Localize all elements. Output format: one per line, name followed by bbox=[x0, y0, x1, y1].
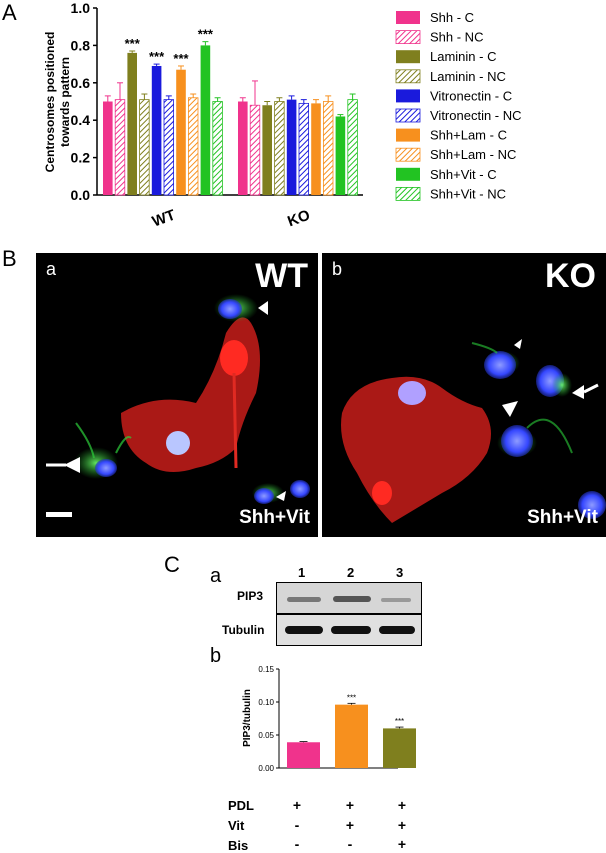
chart-a-legend-label: Shh - NC bbox=[430, 30, 483, 45]
chart-a-ylabel: Centrosomes positionedtowards pattern bbox=[43, 32, 72, 173]
micrograph-ko-treatment: Shh+Vit bbox=[527, 507, 598, 528]
chart-a-category-label: KO bbox=[285, 207, 312, 231]
bar-chart-centrosomes: 0.0 0.2 0.4 0.6 0.8 1.0 Centrosomes positioned… bbox=[43, 0, 522, 231]
chart-a-legend-label: Shh+Vit - NC bbox=[430, 186, 506, 201]
condition-pdl-lane1: + bbox=[292, 797, 302, 813]
chart-a-bar bbox=[335, 116, 346, 195]
chart-a-bar bbox=[238, 101, 248, 195]
chart-a-legend-swatch bbox=[396, 50, 420, 64]
chart-a-bar bbox=[286, 99, 297, 195]
chart-a-legend-swatch bbox=[395, 186, 421, 201]
chart-a-bar bbox=[151, 65, 162, 195]
chart-a-legend-label: Shh - C bbox=[430, 10, 474, 25]
chart-a-bar bbox=[176, 69, 186, 195]
micrograph-wt-genotype: WT bbox=[255, 257, 308, 295]
blot-pip3-strip bbox=[276, 582, 422, 614]
chart-a-significance-label: *** bbox=[173, 51, 189, 66]
panel-a-letter: A bbox=[2, 0, 17, 25]
chart-a-ylabel-line: Centrosomes positioned bbox=[43, 32, 57, 173]
condition-pdl-lane2: + bbox=[345, 797, 355, 813]
blot-lane-2: 2 bbox=[347, 565, 355, 580]
blot-tubulin-band-1 bbox=[285, 626, 323, 634]
micrograph-wt-image bbox=[46, 294, 310, 517]
panel-c-letter: C bbox=[164, 552, 180, 577]
condition-label-bis: Bis bbox=[228, 838, 249, 853]
chart-a-ytick-label: 0.8 bbox=[71, 37, 91, 53]
chart-c-bar bbox=[383, 728, 416, 768]
micrograph-wt-sublabel: a bbox=[46, 259, 57, 279]
condition-label-vit: Vit bbox=[228, 818, 245, 833]
blot-lane-3: 3 bbox=[396, 565, 404, 580]
chart-c-bar bbox=[335, 704, 368, 768]
chart-a-legend-label: Laminin - NC bbox=[430, 69, 506, 84]
chart-a-bar bbox=[200, 45, 211, 196]
micrograph-ko-sublabel: b bbox=[332, 259, 343, 279]
panel-b-letter: B bbox=[2, 246, 17, 271]
micrograph-ko-image bbox=[341, 339, 606, 523]
condition-pdl-lane3: + bbox=[397, 797, 407, 813]
micrograph-ko: b KO Shh+Vit bbox=[322, 253, 606, 537]
chart-a-bar bbox=[127, 52, 137, 195]
chart-c-ytick-label: 0.15 bbox=[258, 665, 274, 674]
condition-bis-lane2: - bbox=[347, 836, 353, 852]
blot-pip3-band-3 bbox=[381, 598, 411, 602]
blot-row-tubulin: Tubulin bbox=[222, 623, 265, 637]
chart-a-category-label: WT bbox=[150, 207, 178, 231]
blot-pip3-band-2 bbox=[333, 596, 371, 602]
blot-lane-1: 1 bbox=[298, 565, 306, 580]
chart-c-ytick-label: 0.00 bbox=[258, 764, 274, 773]
chart-a-legend-label: Vitronectin - NC bbox=[430, 108, 522, 123]
chart-a-legend-swatch bbox=[395, 30, 421, 45]
chart-a-legend-label: Laminin - C bbox=[430, 49, 496, 64]
blot-row-pip3: PIP3 bbox=[237, 589, 264, 603]
chart-a-legend-swatch bbox=[395, 147, 421, 162]
chart-a-bar bbox=[262, 105, 272, 195]
blot-tubulin-band-3 bbox=[379, 626, 415, 634]
chart-a-significance-label: *** bbox=[149, 49, 165, 64]
panel-c-sub-b: b bbox=[210, 645, 222, 667]
chart-c-ylabel: PIP3/tubulin bbox=[242, 689, 253, 747]
condition-bis-lane1: - bbox=[294, 836, 300, 852]
chart-a-significance-label: *** bbox=[198, 27, 214, 42]
chart-a-ytick-label: 0.6 bbox=[71, 75, 91, 91]
condition-vit-lane1: - bbox=[294, 817, 300, 833]
blot-tubulin-band-2 bbox=[331, 626, 371, 634]
chart-a-legend-swatch bbox=[396, 128, 420, 142]
chart-a-legend-swatch bbox=[396, 11, 420, 24]
condition-vit-lane3: + bbox=[397, 817, 407, 833]
chart-c-significance-label: *** bbox=[395, 717, 404, 726]
condition-vit-lane2: + bbox=[345, 817, 355, 833]
blot-tubulin-strip bbox=[276, 614, 422, 646]
chart-a-ytick-label: 1.0 bbox=[71, 0, 91, 16]
chart-a-legend-label: Shh+Vit - C bbox=[430, 167, 497, 182]
chart-a-ytick-label: 0.2 bbox=[71, 150, 91, 166]
micrograph-ko-genotype: KO bbox=[545, 257, 596, 295]
chart-a-legend-swatch bbox=[395, 108, 421, 123]
chart-c-bar bbox=[287, 742, 320, 768]
chart-a-legend-swatch bbox=[396, 167, 420, 181]
panel-c-sub-a: a bbox=[210, 565, 222, 587]
micrograph-wt-treatment: Shh+Vit bbox=[239, 507, 310, 528]
chart-a-ytick-label: 0.0 bbox=[71, 187, 91, 203]
chart-a-legend-label: Vitronectin - C bbox=[430, 88, 512, 103]
condition-label-pdl: PDL bbox=[228, 798, 254, 813]
micrograph-wt: a WT Shh+Vit bbox=[36, 253, 318, 537]
chart-c-ytick-label: 0.10 bbox=[258, 698, 274, 707]
chart-a-legend-swatch bbox=[395, 69, 421, 84]
blot-pip3-band-1 bbox=[287, 597, 321, 602]
chart-a-ylabel-line: towards pattern bbox=[58, 57, 72, 147]
chart-a-legend-label: Shh+Lam - NC bbox=[430, 147, 516, 162]
chart-a-significance-label: *** bbox=[125, 36, 141, 51]
chart-a-ytick-label: 0.4 bbox=[71, 112, 91, 128]
chart-c-significance-label: *** bbox=[347, 693, 356, 702]
chart-c-ytick-label: 0.05 bbox=[258, 731, 274, 740]
chart-a-bar bbox=[311, 103, 321, 195]
chart-a-bar bbox=[103, 101, 113, 195]
chart-a-legend-swatch bbox=[396, 89, 420, 103]
condition-bis-lane3: + bbox=[397, 836, 407, 852]
chart-a-legend-label: Shh+Lam - C bbox=[430, 128, 507, 143]
